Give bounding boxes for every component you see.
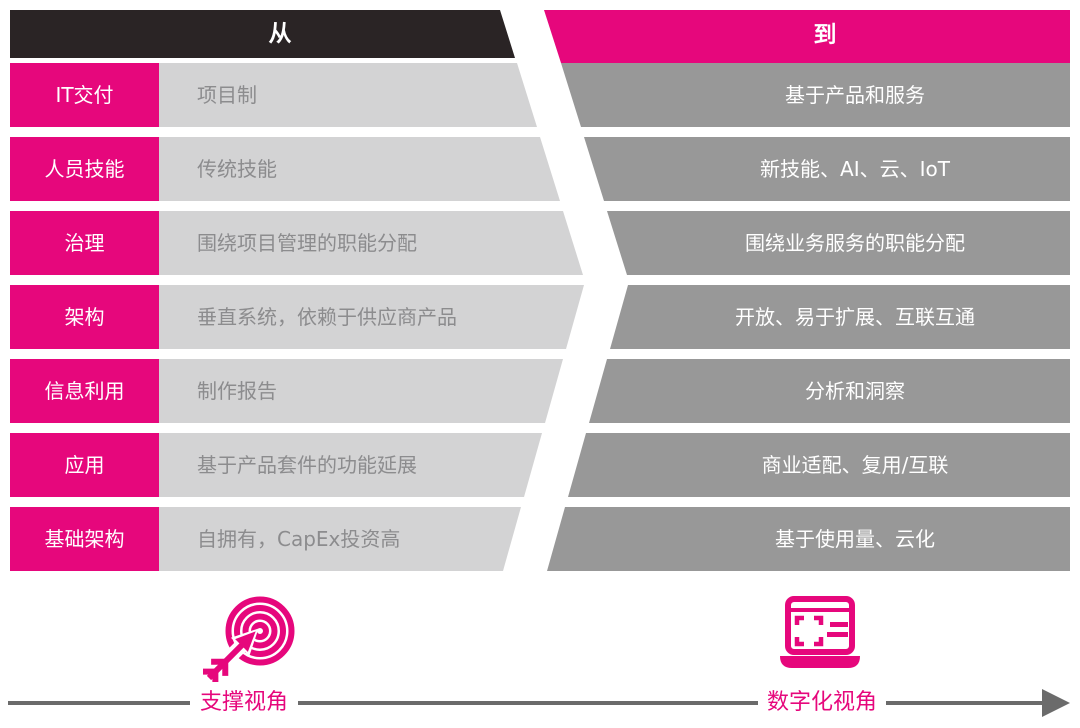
row-it-delivery-from: IT交付 项目制 [10, 63, 590, 127]
from-header-label: 从 [268, 21, 292, 47]
from-cell: 基于产品套件的功能延展 [159, 433, 542, 497]
to-cell: 新技能、AI、云、IoT [760, 157, 950, 181]
axis-line-segment [8, 701, 190, 705]
from-cell: 围绕项目管理的职能分配 [159, 211, 583, 275]
to-cell: 围绕业务服务的职能分配 [745, 231, 965, 255]
category-label: IT交付 [10, 63, 159, 127]
laptop-icon [768, 596, 872, 676]
to-cell: 开放、易于扩展、互联互通 [735, 305, 975, 329]
to-header-label: 到 [813, 22, 837, 48]
row-governance-from: 治理 围绕项目管理的职能分配 [10, 211, 590, 275]
row-application-to: 商业适配、复用/互联 [568, 433, 1070, 497]
right-arrow-icon [1042, 689, 1070, 717]
to-cell: 基于使用量、云化 [775, 527, 935, 551]
support-view-label: 支撑视角 [199, 690, 288, 715]
digital-view-label: 数字化视角 [766, 690, 877, 715]
category-label: 人员技能 [10, 137, 159, 201]
category-label: 基础架构 [10, 507, 159, 571]
category-label: 信息利用 [10, 359, 159, 423]
from-cell: 自拥有，CapEx投资高 [159, 507, 521, 571]
to-cell: 商业适配、复用/互联 [761, 453, 949, 477]
to-cell: 基于产品和服务 [785, 83, 925, 107]
row-infrastructure-from: 基础架构 自拥有，CapEx投资高 [10, 507, 590, 571]
category-label: 应用 [10, 433, 159, 497]
category-label: 架构 [10, 285, 159, 349]
row-it-delivery-to: 基于产品和服务 [561, 63, 1070, 127]
row-information-to: 分析和洞察 [589, 359, 1070, 423]
from-cell: 传统技能 [159, 137, 560, 201]
row-skills-to: 新技能、AI、云、IoT [584, 137, 1070, 201]
row-architecture-from: 架构 垂直系统，依赖于供应商产品 [10, 285, 590, 349]
axis-line-segment [298, 701, 758, 705]
from-cell: 制作报告 [159, 359, 563, 423]
to-cell: 分析和洞察 [805, 379, 905, 403]
to-header: 到 [544, 10, 1070, 63]
category-label: 治理 [10, 211, 159, 275]
row-architecture-to: 开放、易于扩展、互联互通 [610, 285, 1070, 349]
row-application-from: 应用 基于产品套件的功能延展 [10, 433, 590, 497]
axis-line-segment [886, 701, 1042, 705]
from-cell: 项目制 [159, 63, 537, 127]
row-governance-to: 围绕业务服务的职能分配 [607, 211, 1070, 275]
from-header: 从 [10, 10, 515, 58]
row-skills-from: 人员技能 传统技能 [10, 137, 590, 201]
row-infrastructure-to: 基于使用量、云化 [547, 507, 1070, 571]
from-cell: 垂直系统，依赖于供应商产品 [159, 285, 584, 349]
target-arrow-icon [201, 594, 295, 686]
row-information-from: 信息利用 制作报告 [10, 359, 590, 423]
